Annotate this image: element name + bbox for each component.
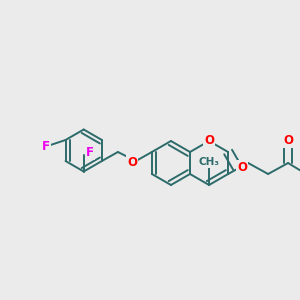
Text: O: O <box>204 134 214 148</box>
Text: F: F <box>86 146 94 159</box>
Text: CH₃: CH₃ <box>199 157 220 167</box>
Text: O: O <box>237 161 247 174</box>
Text: O: O <box>283 134 293 146</box>
Text: F: F <box>41 140 50 154</box>
Text: O: O <box>127 155 137 169</box>
